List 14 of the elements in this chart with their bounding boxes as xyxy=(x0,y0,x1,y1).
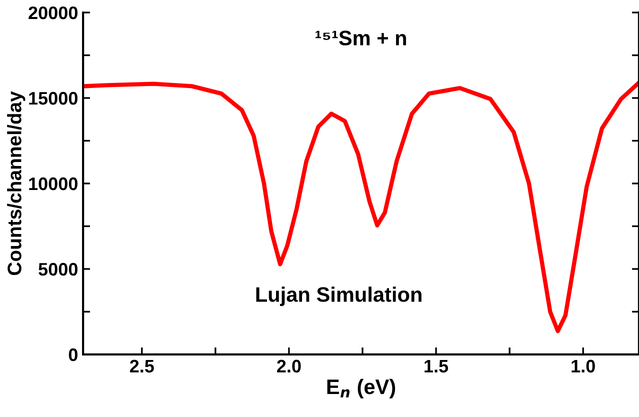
x-tick-label: 2.5 xyxy=(130,360,154,373)
y-tick-label: 0 xyxy=(68,348,78,362)
y-tick-label: 5000 xyxy=(38,262,78,276)
x-tick-label: 2.0 xyxy=(277,360,301,373)
x-tick-label: 1.5 xyxy=(424,360,448,373)
text: ¹⁵¹Sm + n xyxy=(316,30,406,46)
y-axis-title: Counts/channel/day xyxy=(7,91,26,276)
y-tick-label: 10000 xyxy=(29,177,78,190)
x-axis-title: E$_{n}$ (eV) xyxy=(327,378,396,398)
y-tick-label: 15000 xyxy=(29,92,78,105)
x-tick-label: 1.0 xyxy=(572,360,595,373)
line-series xyxy=(83,80,639,334)
y-tick-label: 20000 xyxy=(28,6,78,20)
annotation: Lujan Simulation xyxy=(256,286,422,306)
